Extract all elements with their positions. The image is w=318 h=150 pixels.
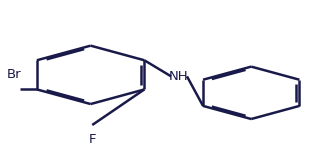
Text: Br: Br xyxy=(7,68,22,81)
Text: NH: NH xyxy=(168,70,188,83)
Text: F: F xyxy=(88,133,96,146)
